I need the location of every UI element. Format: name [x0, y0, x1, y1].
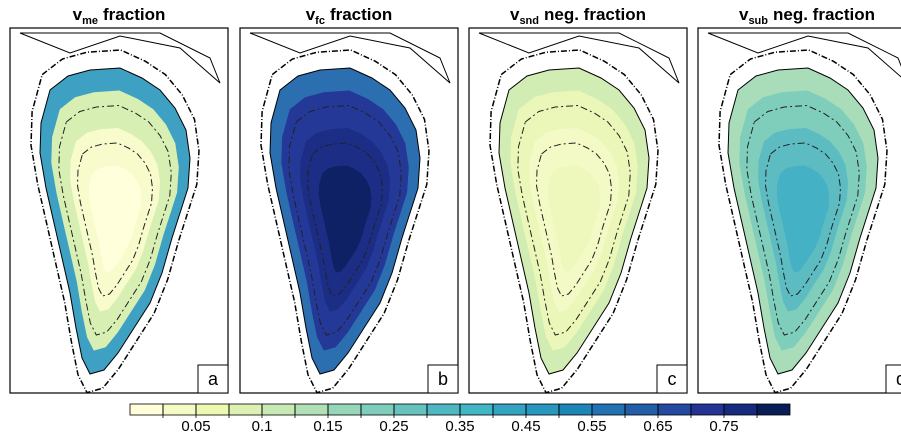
- map-panel: a: [9, 27, 229, 394]
- ice-zone: [318, 165, 372, 273]
- colorbar-bin: [525, 403, 560, 416]
- coast-islands: [478, 32, 680, 84]
- panel-label: a: [208, 369, 219, 389]
- colorbar-bin: [558, 403, 593, 416]
- colorbar-bin: [690, 403, 725, 416]
- panel-title: vsnd neg. fraction: [510, 5, 646, 27]
- colorbar-bin: [393, 403, 428, 416]
- colorbar-bin: [624, 403, 659, 416]
- colorbar-tick-label: 0.55: [577, 418, 606, 435]
- coastline: [489, 49, 659, 394]
- map-panel: d: [697, 27, 901, 394]
- colorbar-bin: [492, 403, 527, 416]
- title-subscript: sub: [748, 15, 768, 27]
- elevation-contour: [517, 104, 631, 336]
- colorbar-bin: [261, 403, 296, 416]
- colorbar-tick-label: 0.1: [252, 418, 273, 435]
- colorbar-tick-label: 0.65: [643, 418, 672, 435]
- colorbar-tick-label: 0.75: [709, 418, 738, 435]
- colorbar-bin: [162, 403, 197, 416]
- ice-zone: [88, 165, 142, 273]
- colorbar-tick-label: 0.45: [511, 418, 540, 435]
- colorbar-bin: [591, 403, 626, 416]
- colorbar-bin: [294, 403, 329, 416]
- title-symbol: v: [510, 5, 520, 24]
- title-text: neg. fraction: [773, 5, 875, 24]
- colorbar-bin: [459, 403, 494, 416]
- colorbar-bin: [657, 403, 692, 416]
- map-panel: c: [468, 27, 688, 394]
- colorbar-tick-label: 0.15: [313, 418, 342, 435]
- panel-title: vfc fraction: [306, 5, 393, 27]
- colorbar-bin: [360, 403, 395, 416]
- panel-label-box: [427, 364, 459, 394]
- coastline: [30, 49, 200, 394]
- colorbar-bin: [426, 403, 461, 416]
- elevation-contour: [58, 104, 172, 336]
- colorbar-bin: [195, 403, 230, 416]
- panel-label: d: [896, 369, 901, 389]
- title-text: fraction: [330, 5, 392, 24]
- title-subscript: snd: [519, 15, 539, 27]
- panel-label-box: [656, 364, 688, 394]
- colorbar-bin: [327, 403, 362, 416]
- colorbar-tick-label: 0.05: [181, 418, 210, 435]
- title-symbol: v: [739, 5, 749, 24]
- title-symbol: v: [73, 5, 83, 24]
- elevation-contour: [288, 104, 402, 336]
- colorbar-bin: [228, 403, 263, 416]
- colorbar-bin: [129, 403, 164, 416]
- title-text: neg. fraction: [544, 5, 646, 24]
- colorbar-bin: [723, 403, 758, 416]
- title-symbol: v: [306, 5, 316, 24]
- map-panel: b: [239, 27, 459, 394]
- title-subscript: me: [82, 15, 98, 27]
- coast-islands: [707, 32, 901, 78]
- coast-islands: [249, 32, 451, 84]
- colorbar-tick-label: 0.25: [379, 418, 408, 435]
- ice-zone: [547, 165, 601, 273]
- panel-label-box: [197, 364, 229, 394]
- elevation-contour: [746, 104, 860, 336]
- colorbar-bin: [756, 403, 791, 416]
- coastline: [260, 49, 430, 394]
- panel-title: vme fraction: [73, 5, 166, 27]
- ice-zone: [776, 165, 830, 273]
- title-subscript: fc: [315, 15, 325, 27]
- coastline: [718, 49, 888, 394]
- coast-islands: [19, 32, 221, 84]
- panel-label: b: [438, 369, 448, 389]
- title-text: fraction: [103, 5, 165, 24]
- colorbar-tick-label: 0.35: [445, 418, 474, 435]
- panel-label-box: [885, 364, 901, 394]
- panel-title: vsub neg. fraction: [739, 5, 875, 27]
- panel-label: c: [668, 369, 677, 389]
